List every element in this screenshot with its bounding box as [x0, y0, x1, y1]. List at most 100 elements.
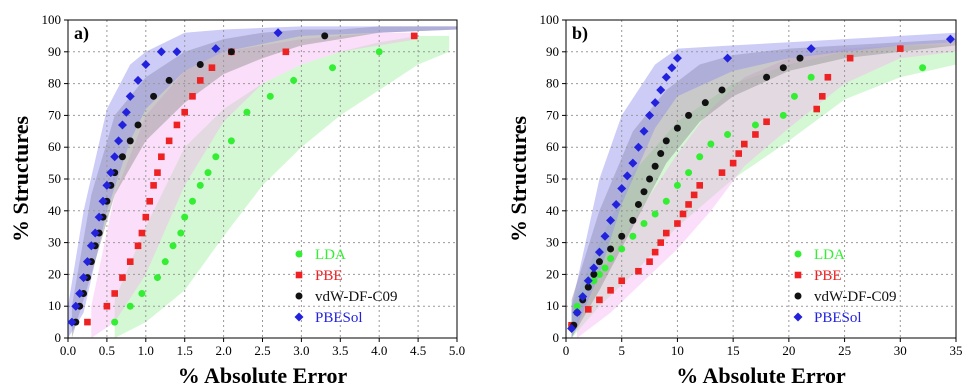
band-pbesol — [571, 32, 956, 338]
data-point-pbe — [596, 296, 603, 304]
data-point-vdw-df-c09 — [763, 73, 771, 81]
data-point-vdw-df-c09 — [685, 111, 693, 119]
y-tick-label: 80 — [48, 76, 61, 91]
y-axis-label: % Structures — [8, 116, 33, 243]
data-point-lda — [177, 229, 185, 237]
data-point-pbesol — [667, 63, 677, 73]
data-point-pbesol — [633, 142, 643, 152]
data-point-pbesol — [172, 47, 182, 57]
data-point-pbe — [607, 287, 614, 294]
data-point-lda — [601, 264, 609, 272]
data-point-pbesol — [650, 98, 660, 108]
legend-marker-vdw-df-c09 — [295, 292, 303, 300]
data-point-vdw-df-c09 — [165, 76, 173, 84]
chart-panel-a: 0.0 0.5 1.0 1.5 2.0 2.5 3.0 3.5 4.0 4.5 5.0 0 10 20 30… — [8, 12, 465, 388]
data-point-pbesol — [71, 301, 81, 311]
data-point-lda — [707, 140, 715, 148]
data-point-pbe — [679, 210, 687, 218]
data-point-pbesol — [656, 85, 666, 95]
data-point-pbe — [740, 140, 748, 148]
data-point-pbesol — [273, 28, 283, 38]
data-point-pbesol — [594, 247, 604, 257]
data-point-pbe — [618, 277, 626, 285]
data-point-lda — [204, 169, 212, 177]
legend-label-lda: LDA — [315, 247, 346, 263]
data-point-pbe — [813, 105, 821, 113]
data-point-pbesol — [125, 91, 135, 101]
legend-marker-pbesol — [294, 312, 304, 322]
data-point-pbesol — [94, 212, 104, 222]
data-point-pbe — [84, 318, 91, 326]
data-point-pbesol — [723, 53, 733, 63]
data-point-lda — [724, 130, 732, 138]
data-point-lda — [790, 92, 798, 100]
data-point-pbe — [896, 45, 904, 52]
data-point-pbe — [146, 197, 153, 205]
data-point-pbesol — [806, 44, 816, 54]
data-point-pbe — [696, 182, 704, 189]
data-point-pbe — [690, 191, 698, 199]
data-point-vdw-df-c09 — [227, 48, 235, 56]
data-point-pbe — [646, 258, 653, 265]
data-point-pbe — [134, 242, 142, 250]
data-point-pbesol — [141, 60, 151, 70]
data-point-pbe — [763, 118, 770, 126]
x-axis-label: % Absolute Error — [178, 363, 348, 388]
data-point-lda — [919, 64, 927, 72]
data-point-lda — [662, 197, 670, 205]
data-point-vdw-df-c09 — [657, 150, 665, 158]
data-point-lda — [673, 181, 681, 189]
data-point-lda — [169, 242, 177, 250]
legend: LDA PBE vdW-DF-C09 PBESol — [793, 247, 897, 326]
y-tick-label: 0 — [553, 330, 560, 345]
y-tick-label: 90 — [546, 44, 559, 59]
data-point-lda — [629, 232, 637, 240]
data-point-pbesol — [117, 120, 127, 130]
data-point-lda — [573, 302, 581, 310]
data-point-pbe — [718, 169, 726, 176]
data-point-pbe — [662, 229, 670, 237]
legend-label-lda: LDA — [814, 247, 845, 263]
x-tick-label: 5 — [618, 343, 625, 358]
data-point-pbesol — [211, 44, 221, 54]
y-tick-label: 10 — [546, 298, 559, 313]
data-point-pbesol — [945, 34, 955, 44]
data-point-pbe — [103, 302, 111, 310]
data-point-lda — [111, 318, 119, 326]
data-point-lda — [807, 73, 815, 81]
data-point-pbe — [824, 73, 832, 81]
data-point-pbesol — [567, 323, 577, 333]
x-tick-label: 3.0 — [293, 343, 309, 358]
data-point-lda — [595, 270, 603, 278]
data-point-pbe — [165, 137, 173, 145]
data-point-vdw-df-c09 — [701, 99, 709, 107]
band-layer — [571, 32, 956, 339]
data-point-pbesol — [114, 136, 124, 146]
x-tick-label: 0.0 — [60, 343, 76, 358]
data-point-lda — [329, 64, 337, 72]
series-pbesol — [67, 28, 283, 327]
data-point-pbesol — [639, 126, 649, 136]
legend: LDA PBE vdW-DF-C09 PBESol — [294, 247, 398, 326]
data-point-vdw-df-c09 — [673, 124, 681, 132]
y-tick-label: 50 — [48, 171, 61, 186]
y-tick-label: 20 — [48, 266, 61, 281]
data-point-pbe — [410, 32, 418, 40]
y-tick-label: 40 — [546, 203, 559, 218]
data-point-pbe — [846, 54, 854, 62]
band-pbe — [577, 42, 956, 339]
data-point-pbe — [651, 248, 659, 256]
data-point-pbesol — [75, 288, 85, 298]
data-point-vdw-df-c09 — [126, 137, 134, 145]
data-point-vdw-df-c09 — [634, 200, 642, 208]
data-point-pbe — [189, 93, 196, 100]
data-point-vdw-df-c09 — [150, 92, 158, 100]
band-vdw-df-c09 — [71, 26, 458, 339]
x-tick-label: 1.5 — [177, 343, 193, 358]
data-point-pbe — [729, 159, 737, 167]
legend-label-vdw-df-c09: vdW-DF-C09 — [315, 289, 398, 305]
x-tick-label: 4.0 — [371, 343, 387, 358]
x-tick-label: 35 — [950, 343, 963, 358]
data-point-lda — [290, 76, 298, 84]
